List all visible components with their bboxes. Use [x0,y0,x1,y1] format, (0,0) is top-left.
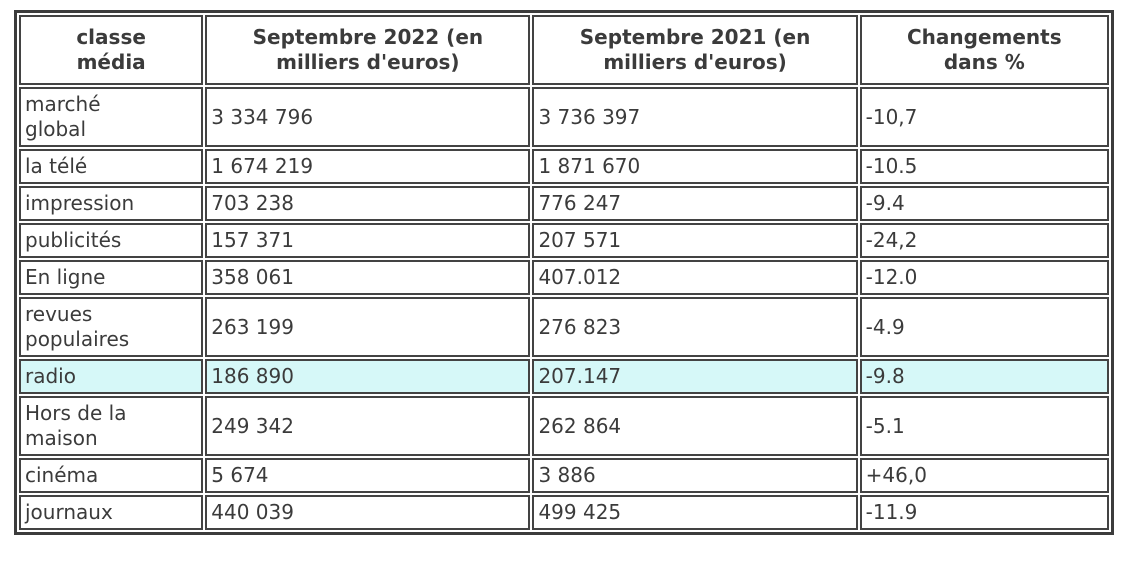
cell-sep-2022: 263 199 [205,297,531,357]
cell-media-class: cinéma [19,458,204,493]
cell-sep-2022: 5 674 [205,458,531,493]
cell-sep-2021: 3 736 397 [532,87,858,147]
cell-change-pct: -12.0 [859,260,1109,295]
cell-sep-2022: 157 371 [205,223,531,258]
table-row: revues populaires 263 199 276 823 -4.9 [19,297,1109,357]
cell-change-pct: -24,2 [859,223,1109,258]
media-spend-table: classe média Septembre 2022 (en milliers… [14,10,1114,535]
table-header: classe média Septembre 2022 (en milliers… [19,15,1109,85]
cell-sep-2021: 207.147 [532,359,858,394]
cell-sep-2022: 358 061 [205,260,531,295]
header-row: classe média Septembre 2022 (en milliers… [19,15,1109,85]
cell-media-class: impression [19,186,204,221]
table-row: publicités 157 371 207 571 -24,2 [19,223,1109,258]
cell-media-class: radio [19,359,204,394]
page: classe média Septembre 2022 (en milliers… [14,10,1114,535]
cell-media-class: Hors de la maison [19,396,204,456]
cell-sep-2022: 186 890 [205,359,531,394]
cell-change-pct: -9.4 [859,186,1109,221]
cell-change-pct: -10.5 [859,149,1109,184]
table-row: Hors de la maison 249 342 262 864 -5.1 [19,396,1109,456]
cell-sep-2022: 1 674 219 [205,149,531,184]
table-body: marché global 3 334 796 3 736 397 -10,7 … [19,87,1109,530]
cell-media-class: revues populaires [19,297,204,357]
cell-change-pct: -10,7 [859,87,1109,147]
cell-media-class: journaux [19,495,204,530]
column-header-sep-2022: Septembre 2022 (en milliers d'euros) [205,15,531,85]
cell-change-pct: -4.9 [859,297,1109,357]
table-row: marché global 3 334 796 3 736 397 -10,7 [19,87,1109,147]
cell-sep-2022: 3 334 796 [205,87,531,147]
cell-sep-2021: 262 864 [532,396,858,456]
column-header-change-pct: Changements dans % [859,15,1109,85]
cell-sep-2021: 499 425 [532,495,858,530]
cell-sep-2022: 440 039 [205,495,531,530]
table-row: En ligne 358 061 407.012 -12.0 [19,260,1109,295]
cell-sep-2021: 776 247 [532,186,858,221]
cell-change-pct: -9.8 [859,359,1109,394]
cell-media-class: publicités [19,223,204,258]
cell-change-pct: +46,0 [859,458,1109,493]
table-row: la télé 1 674 219 1 871 670 -10.5 [19,149,1109,184]
cell-media-class: En ligne [19,260,204,295]
table-row: impression 703 238 776 247 -9.4 [19,186,1109,221]
cell-change-pct: -11.9 [859,495,1109,530]
cell-sep-2021: 3 886 [532,458,858,493]
cell-sep-2021: 1 871 670 [532,149,858,184]
cell-sep-2021: 276 823 [532,297,858,357]
table-row: cinéma 5 674 3 886 +46,0 [19,458,1109,493]
cell-sep-2022: 703 238 [205,186,531,221]
cell-sep-2021: 407.012 [532,260,858,295]
cell-sep-2021: 207 571 [532,223,858,258]
table-row: radio 186 890 207.147 -9.8 [19,359,1109,394]
cell-sep-2022: 249 342 [205,396,531,456]
table-row: journaux 440 039 499 425 -11.9 [19,495,1109,530]
cell-media-class: marché global [19,87,204,147]
column-header-sep-2021: Septembre 2021 (en milliers d'euros) [532,15,858,85]
cell-change-pct: -5.1 [859,396,1109,456]
column-header-media-class: classe média [19,15,204,85]
cell-media-class: la télé [19,149,204,184]
